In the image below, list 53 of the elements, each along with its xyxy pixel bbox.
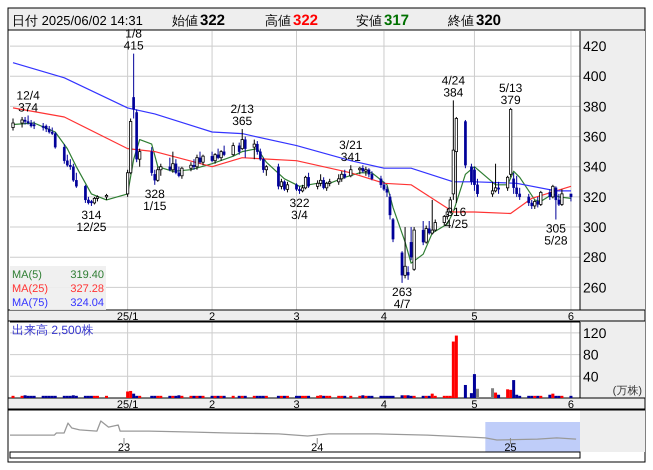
x-tick-label: 25/1 xyxy=(116,311,138,323)
y-tick-label: 120 xyxy=(583,324,607,341)
y-tick-label: 420 xyxy=(583,38,607,54)
y-tick-label: 340 xyxy=(583,158,607,175)
x-tick-label: 2 xyxy=(209,399,216,411)
text: 安値 xyxy=(356,13,382,28)
y-axis-title: (万株) xyxy=(612,384,642,397)
x-tick-label: 2 xyxy=(209,311,216,323)
x-tick-label: 4 xyxy=(380,399,388,411)
annotation: 263 4/7 xyxy=(392,284,412,311)
annotation: 322 3/4 xyxy=(290,196,310,222)
annotation: 314 12/25 xyxy=(76,208,107,234)
x-tick-label: 3 xyxy=(293,311,300,323)
y-tick-label: 40 xyxy=(583,368,599,384)
text: MA(25) xyxy=(12,283,48,295)
annotation: 3/21 341 xyxy=(339,138,363,164)
text: MA(75) xyxy=(12,297,48,309)
chart-title: 出来高 2,500株 xyxy=(12,323,94,337)
y-tick-label: 80 xyxy=(583,346,599,363)
y-tick-label: 320 xyxy=(583,188,607,205)
x-tick-label: 6 xyxy=(568,311,574,323)
text: 日付 2025/06/02 14:31 xyxy=(12,13,143,28)
text: 高値 xyxy=(265,13,291,28)
text: MA(5) xyxy=(12,269,42,281)
annotation: 4/24 384 xyxy=(442,73,466,100)
text: 終値 xyxy=(447,13,474,28)
text: 317 xyxy=(384,12,410,29)
annotation: 328 1/15 xyxy=(143,186,167,213)
x-tick-label: 6 xyxy=(568,399,574,411)
annotation: 327.28 xyxy=(70,283,104,295)
text: 322 xyxy=(293,12,318,29)
y-tick-label: 280 xyxy=(583,249,607,266)
text: 322 xyxy=(200,12,226,29)
x-tick-label: 25 xyxy=(504,442,517,454)
x-tick-label: 23 xyxy=(118,442,130,454)
annotation: 2/13 365 xyxy=(230,102,254,128)
x-tick-label: 3 xyxy=(293,399,300,411)
x-tick-label: 4 xyxy=(380,311,388,323)
x-tick-label: 25/1 xyxy=(116,399,138,411)
text: 320 xyxy=(476,12,502,29)
x-tick-label: 5 xyxy=(471,311,478,323)
x-tick-label: 24 xyxy=(311,442,324,454)
y-tick-label: 260 xyxy=(583,279,607,296)
y-tick-label: 400 xyxy=(583,68,607,84)
annotation: 324.04 xyxy=(70,297,104,309)
annotation: 319.40 xyxy=(70,269,104,281)
y-tick-label: 300 xyxy=(583,219,607,236)
y-tick-label: 360 xyxy=(583,128,607,145)
text: 始値 xyxy=(172,13,198,28)
annotation: 305 5/28 xyxy=(544,222,568,248)
y-tick-label: 380 xyxy=(583,98,607,114)
x-tick-label: 5 xyxy=(471,399,478,411)
annotation: 5/13 379 xyxy=(498,80,523,107)
